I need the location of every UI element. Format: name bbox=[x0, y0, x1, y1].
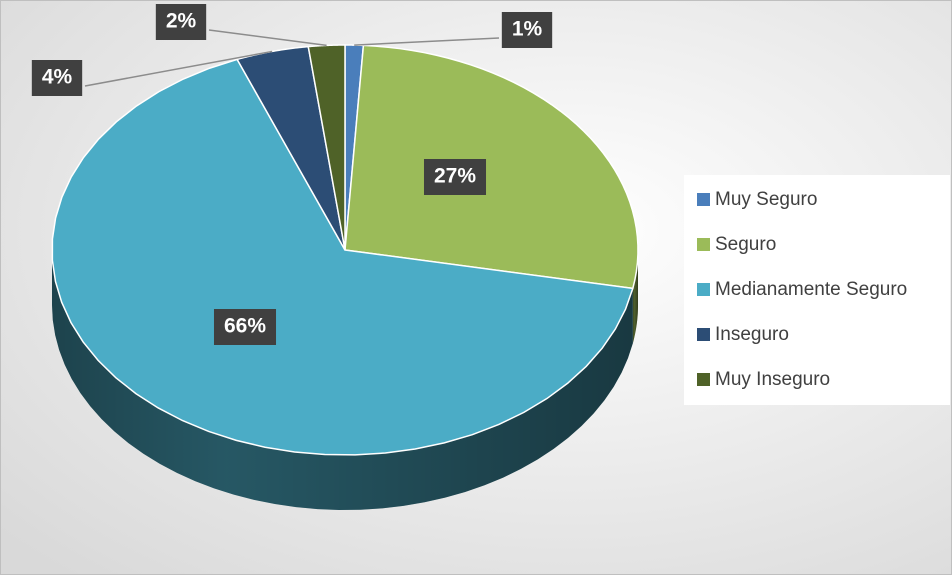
legend-swatch bbox=[697, 238, 710, 251]
data-label: 1% bbox=[512, 18, 543, 41]
legend: Muy Seguro Seguro Medianamente Seguro Inseg… bbox=[697, 189, 907, 390]
legend-swatch bbox=[697, 193, 710, 206]
data-label: 66% bbox=[224, 315, 266, 338]
data-label-box bbox=[213, 309, 277, 345]
legend-label: Muy Inseguro bbox=[715, 369, 830, 390]
leader-line bbox=[354, 37, 500, 46]
leader-line bbox=[208, 29, 327, 47]
legend-label: Medianamente Seguro bbox=[715, 279, 907, 300]
labels: 1% 27% 66% 4% 2% bbox=[31, 4, 553, 345]
data-label-box bbox=[501, 12, 553, 48]
legend-label: Muy Seguro bbox=[715, 189, 817, 210]
legend-swatch bbox=[697, 283, 710, 296]
data-label-box bbox=[423, 159, 487, 195]
legend-swatch bbox=[697, 328, 710, 341]
data-label-box bbox=[155, 4, 207, 40]
data-label: 4% bbox=[42, 66, 73, 89]
leader-line bbox=[84, 50, 273, 87]
legend-label: Inseguro bbox=[715, 324, 789, 345]
legend-label: Seguro bbox=[715, 234, 776, 255]
legend-swatch bbox=[697, 373, 710, 386]
legend-box bbox=[684, 175, 950, 405]
pie-side-shade bbox=[52, 250, 633, 510]
data-label: 27% bbox=[434, 165, 476, 188]
pie bbox=[51, 44, 639, 510]
pie-slice bbox=[51, 58, 634, 456]
pie-slice bbox=[344, 44, 639, 290]
data-label-box bbox=[31, 60, 83, 96]
data-label: 2% bbox=[166, 10, 197, 33]
